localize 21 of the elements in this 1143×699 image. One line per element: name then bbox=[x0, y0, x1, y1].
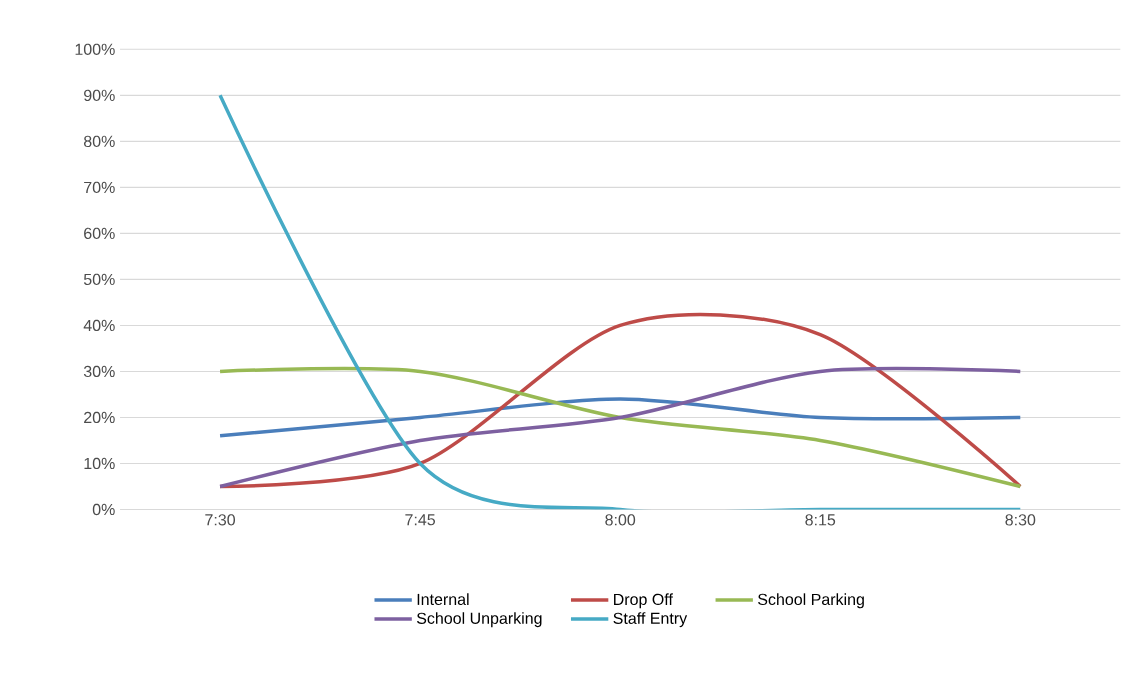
x-tick-label: 8:00 bbox=[605, 514, 636, 526]
legend-label: School Unparking bbox=[416, 612, 542, 628]
y-tick-label: 70% bbox=[84, 181, 115, 194]
x-tick-label: 8:30 bbox=[1005, 514, 1036, 526]
y-tick-label: 20% bbox=[84, 411, 115, 424]
y-tick-label: 0% bbox=[92, 503, 115, 516]
y-tick-label: 60% bbox=[84, 227, 115, 240]
y-tick-label: 90% bbox=[84, 89, 115, 102]
legend-label: Staff Entry bbox=[613, 612, 688, 628]
y-tick-label: 100% bbox=[75, 43, 115, 56]
legend-label: Internal bbox=[417, 593, 469, 606]
x-tick-label: 7:30 bbox=[205, 514, 236, 526]
y-tick-label: 50% bbox=[83, 273, 115, 286]
legend-label: Drop Off bbox=[614, 593, 673, 609]
x-tick-label: 8:15 bbox=[805, 514, 836, 526]
y-tick-label: 80% bbox=[83, 135, 115, 148]
y-tick-label: 10% bbox=[84, 457, 115, 470]
y-tick-label: 40% bbox=[83, 319, 115, 332]
legend-label: School Parking bbox=[758, 593, 864, 609]
y-tick-label: 30% bbox=[83, 365, 115, 378]
x-tick-label: 7:45 bbox=[405, 514, 436, 526]
